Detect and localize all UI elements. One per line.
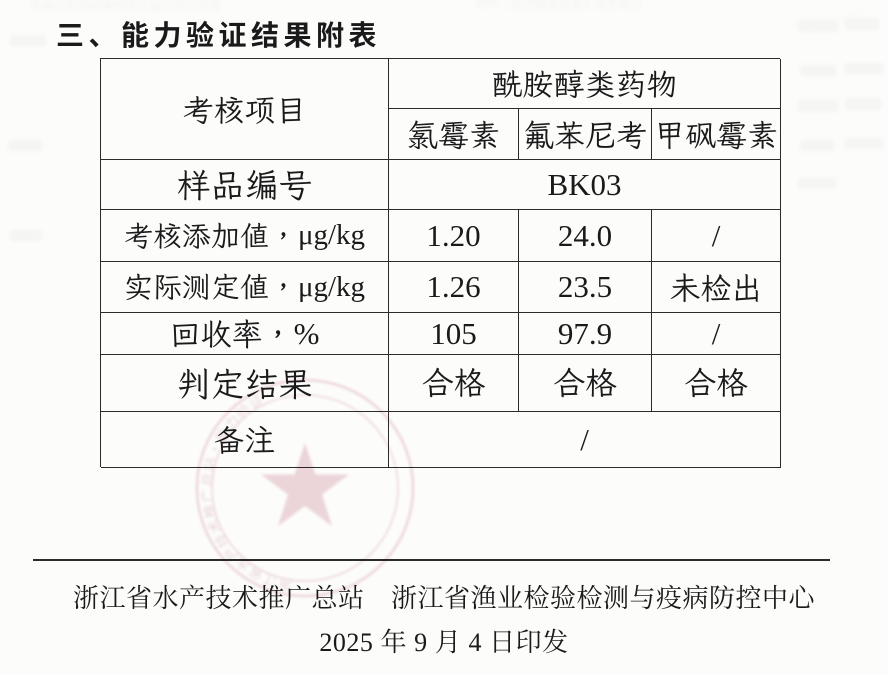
svg-text:浙江省水产技术推广总站·能力验证: 浙江省水产技术推广总站·能力验证 — [197, 390, 295, 595]
svg-text:各单位检测结果附表三能力验证结果: 各单位检测结果附表三能力验证结果 — [30, 0, 222, 14]
svg-text:附件二检测报告结果汇总表格文: 附件二检测报告结果汇总表格文 — [475, 0, 643, 12]
